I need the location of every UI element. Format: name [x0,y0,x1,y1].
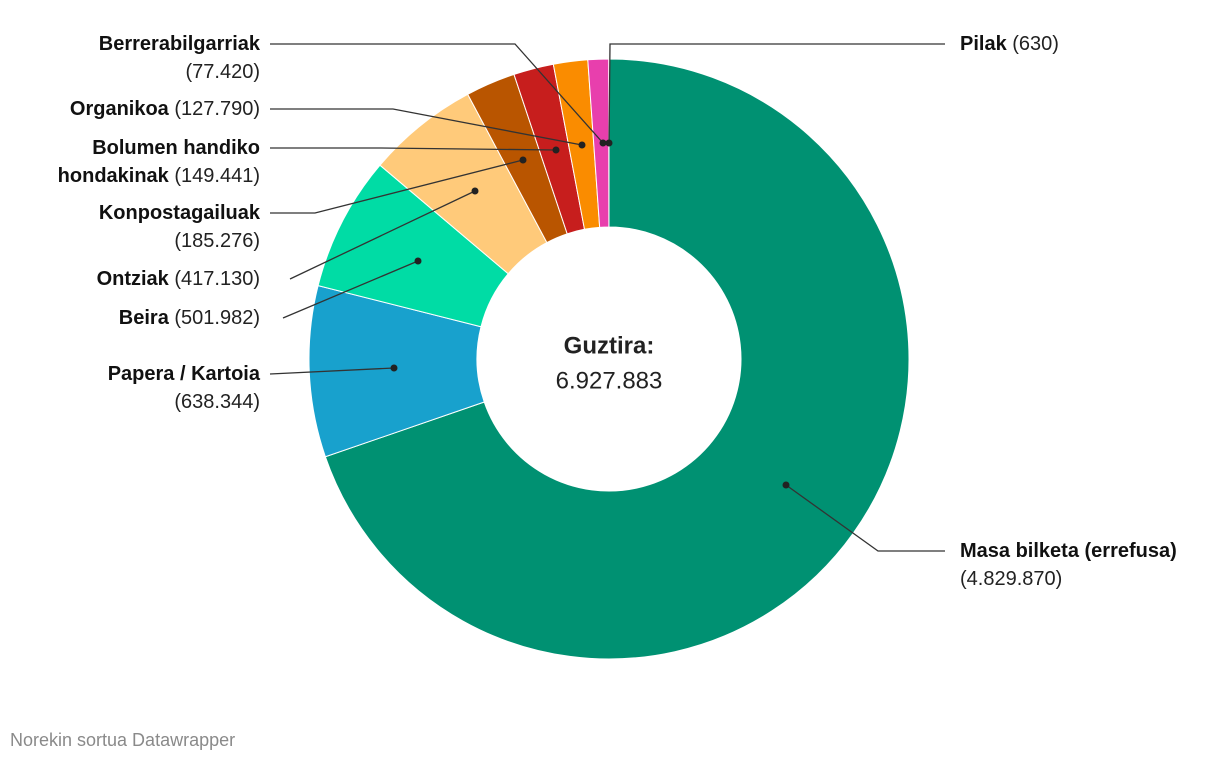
leader-line [289,190,476,280]
slice-name: Pilak [960,33,1007,55]
leader-line [608,43,945,144]
leader-dot [552,146,560,154]
slice-label: Konpostagailuak (185.276) [60,199,260,255]
leader-line [270,147,557,151]
slice-value: (149.441) [174,165,260,187]
slice-value: (127.790) [174,98,260,120]
slice-name: Organikoa [69,98,169,120]
footer: Norekin sortua Datawrapper [10,730,236,750]
leader-dot [390,364,398,372]
leader-line [282,260,419,319]
slice-value: (185.276) [174,230,260,252]
leader-dot [414,257,422,265]
leader-dot [471,187,479,195]
leader-dot [599,139,607,147]
center-title: Guztira: [564,332,655,359]
slice-value: (77.420) [185,61,261,83]
slice-value: (638.344) [174,391,260,413]
slice-value: (501.982) [174,307,260,329]
leader-line [269,367,395,375]
leader-dot [519,156,527,164]
slice-name: Konpostagailuak [98,202,260,224]
leader-line [270,108,583,146]
slice-label: Pilak (630) [960,30,1220,58]
slice-name: Beira [118,307,169,329]
slice [324,58,910,660]
slice-name: Berrerabilgarriak [98,33,260,55]
center-total: 6.927.883 [556,367,663,394]
slice-value: (417.130) [174,268,260,290]
slice-label: Papera / Kartoia (638.344) [60,360,260,416]
slice-name: Bolumen handiko hondakinak [57,137,260,187]
slices [308,58,910,660]
slice-label: Bolumen handiko hondakinak (149.441) [20,134,260,190]
slice-label: Ontziak (417.130) [0,265,260,293]
leader-line [270,43,604,144]
slice-name: Ontziak [96,268,169,290]
leader-dot [782,481,790,489]
slice-value: (630) [1012,33,1059,55]
slice-label: Berrerabilgarriak (77.420) [60,30,260,86]
slice [308,285,485,458]
slice-label: Organikoa (127.790) [0,95,260,123]
slice-name: Masa bilketa (errefusa) [960,540,1177,562]
slice-label: Beira (501.982) [0,304,260,332]
slice-name: Papera / Kartoia [107,363,260,385]
leader-dot [605,139,613,147]
leader-dot [578,141,586,149]
leader-line [270,159,524,214]
slice-value: (4.829.870) [960,568,1063,590]
leader-line [785,484,945,552]
slice-label: Masa bilketa (errefusa) (4.829.870) [960,537,1205,593]
